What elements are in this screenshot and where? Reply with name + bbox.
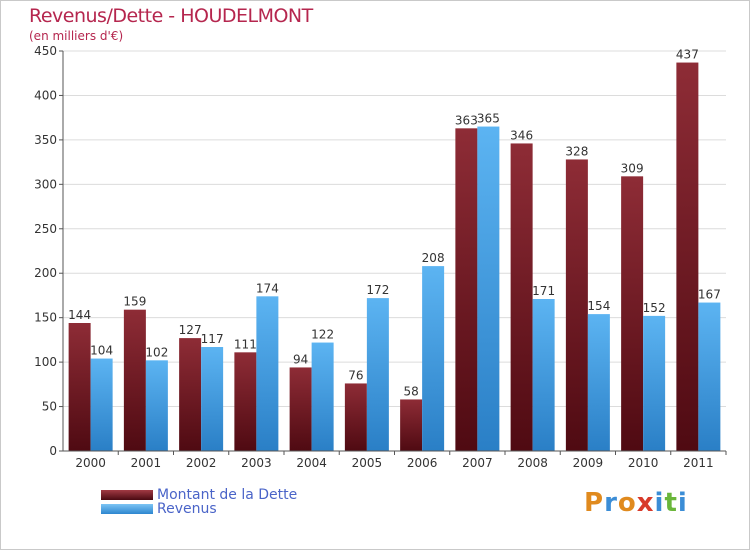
bar-revenus-2001 bbox=[145, 360, 168, 451]
data-label-debt-2008: 346 bbox=[510, 128, 533, 142]
data-label-revenus-2001: 102 bbox=[145, 345, 168, 359]
data-label-debt-2002: 127 bbox=[179, 323, 202, 337]
bar-debt-2008 bbox=[510, 143, 533, 451]
x-tick-label-2005: 2005 bbox=[352, 456, 383, 470]
data-label-revenus-2007: 365 bbox=[477, 112, 500, 126]
data-label-revenus-2009: 154 bbox=[587, 299, 610, 313]
data-label-debt-2011: 437 bbox=[676, 48, 699, 62]
bar-revenus-2005 bbox=[366, 298, 389, 451]
bar-debt-2010 bbox=[621, 176, 644, 452]
proxiti-logo: Proxiti bbox=[584, 488, 688, 518]
logo-letter: x bbox=[636, 488, 655, 518]
bar-revenus-2008 bbox=[532, 299, 555, 451]
bar-debt-2004 bbox=[289, 367, 312, 451]
x-tick-label-2002: 2002 bbox=[186, 456, 217, 470]
y-tick-label: 100 bbox=[34, 355, 57, 369]
data-label-revenus-2005: 172 bbox=[366, 283, 389, 297]
data-label-debt-2000: 144 bbox=[68, 308, 91, 322]
data-label-debt-2005: 76 bbox=[348, 368, 363, 382]
y-tick-label: 300 bbox=[34, 177, 57, 191]
bar-debt-2001 bbox=[123, 309, 146, 451]
bar-revenus-2007 bbox=[477, 126, 500, 452]
y-tick-label: 400 bbox=[34, 88, 57, 102]
bar-debt-2002 bbox=[179, 338, 202, 451]
data-label-debt-2001: 159 bbox=[123, 295, 146, 309]
data-label-revenus-2004: 122 bbox=[311, 328, 334, 342]
x-tick-label-2000: 2000 bbox=[75, 456, 106, 470]
y-tick-label: 250 bbox=[34, 222, 57, 236]
y-tick-label: 200 bbox=[34, 266, 57, 280]
bar-debt-2007 bbox=[455, 128, 478, 451]
data-label-revenus-2002: 117 bbox=[201, 332, 224, 346]
bar-debt-2000 bbox=[68, 323, 91, 451]
x-tick-label-2006: 2006 bbox=[407, 456, 438, 470]
bar-debt-2011 bbox=[676, 62, 699, 452]
logo-letter: o bbox=[617, 488, 637, 518]
legend-item-debt: Montant de la Dette bbox=[101, 487, 297, 503]
data-label-debt-2003: 111 bbox=[234, 337, 257, 351]
x-tick-label-2007: 2007 bbox=[462, 456, 493, 470]
chart-title: Revenus/Dette - HOUDELMONT bbox=[29, 5, 313, 27]
y-tick-label: 350 bbox=[34, 133, 57, 147]
bar-revenus-2010 bbox=[643, 315, 666, 451]
logo-letter: t bbox=[664, 488, 678, 518]
data-label-revenus-2011: 167 bbox=[698, 288, 721, 302]
bar-revenus-2004 bbox=[311, 342, 334, 451]
x-tick-label-2001: 2001 bbox=[131, 456, 162, 470]
data-label-revenus-2008: 171 bbox=[532, 284, 555, 298]
x-tick-label-2010: 2010 bbox=[628, 456, 659, 470]
x-tick-label-2009: 2009 bbox=[573, 456, 604, 470]
logo-letter: r bbox=[604, 488, 618, 518]
bar-debt-2009 bbox=[565, 159, 588, 451]
data-label-debt-2010: 309 bbox=[621, 161, 644, 175]
data-label-revenus-2000: 104 bbox=[90, 344, 113, 358]
x-tick-label-2008: 2008 bbox=[517, 456, 548, 470]
bar-revenus-2003 bbox=[256, 296, 279, 451]
legend-swatch-revenus bbox=[101, 504, 153, 514]
bar-revenus-2006 bbox=[422, 266, 445, 451]
data-label-debt-2009: 328 bbox=[565, 144, 588, 158]
data-label-debt-2004: 94 bbox=[293, 352, 308, 366]
legend-label-revenus: Revenus bbox=[157, 501, 217, 517]
data-label-debt-2007: 363 bbox=[455, 113, 478, 127]
legend-label-debt: Montant de la Dette bbox=[157, 487, 298, 503]
data-label-debt-2006: 58 bbox=[403, 384, 418, 398]
legend-item-revenus: Revenus bbox=[101, 501, 217, 517]
logo-letter: P bbox=[584, 488, 605, 518]
chart-subtitle: (en milliers d'€) bbox=[29, 29, 124, 43]
y-tick-label: 0 bbox=[49, 444, 57, 458]
logo-letter: i bbox=[677, 488, 688, 518]
bar-debt-2006 bbox=[400, 399, 423, 451]
x-tick-label-2004: 2004 bbox=[296, 456, 327, 470]
x-tick-label-2011: 2011 bbox=[683, 456, 714, 470]
bar-revenus-2011 bbox=[698, 302, 721, 451]
bar-revenus-2002 bbox=[201, 347, 224, 451]
bar-debt-2005 bbox=[344, 383, 367, 451]
y-tick-label: 150 bbox=[34, 311, 57, 325]
bar-debt-2003 bbox=[234, 352, 257, 451]
bar-revenus-2000 bbox=[90, 358, 113, 451]
data-label-revenus-2010: 152 bbox=[643, 301, 666, 315]
x-tick-label-2003: 2003 bbox=[241, 456, 272, 470]
y-tick-label: 50 bbox=[42, 400, 57, 414]
logo-letter: i bbox=[654, 488, 665, 518]
bar-revenus-2009 bbox=[587, 314, 610, 451]
data-label-revenus-2006: 208 bbox=[422, 251, 445, 265]
legend-swatch-debt bbox=[101, 490, 153, 500]
data-label-revenus-2003: 174 bbox=[256, 281, 279, 295]
y-tick-label: 450 bbox=[34, 44, 57, 58]
